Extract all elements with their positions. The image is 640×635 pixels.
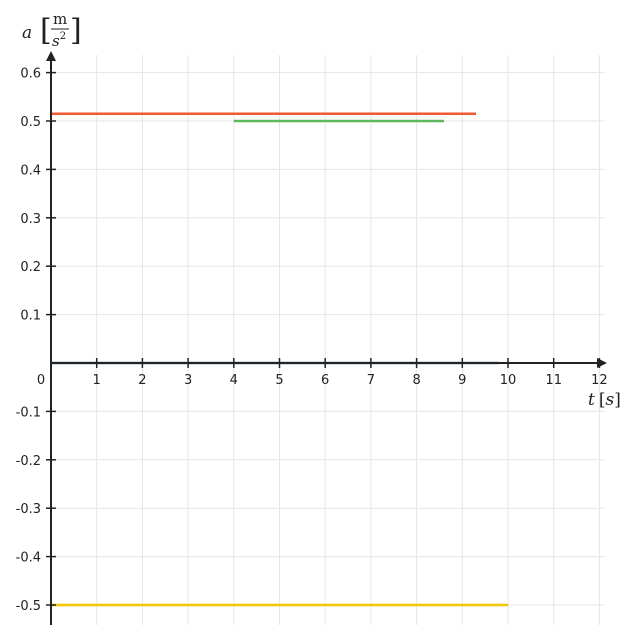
x-tick-label: 1 — [93, 373, 101, 388]
x-tick-label: 0 — [37, 373, 45, 388]
y-tick-label: -0.4 — [16, 551, 41, 566]
x-tick-label: 9 — [458, 373, 466, 388]
y-axis-unit: [ m s2 ] — [40, 10, 82, 50]
y-tick-label: -0.2 — [16, 454, 41, 469]
axes — [46, 51, 607, 625]
y-tick-label: 0.2 — [20, 260, 41, 275]
x-tick-label: 10 — [500, 373, 517, 388]
x-tick-label: 2 — [138, 373, 146, 388]
y-unit-right-bracket: ] — [70, 13, 82, 48]
y-tick-label: -0.3 — [16, 502, 41, 517]
y-unit-left-bracket: [ — [40, 13, 52, 48]
y-unit-denominator: s2 — [52, 31, 66, 50]
y-tick-label: 0.4 — [20, 163, 41, 178]
y-axis-title: a — [22, 23, 32, 43]
y-tick-label: 0.6 — [20, 67, 41, 82]
x-tick-label: 4 — [230, 373, 238, 388]
x-tick-label: 6 — [321, 373, 329, 388]
y-axis-var: a — [22, 23, 32, 43]
y-tick-label: 0.5 — [20, 115, 41, 130]
x-tick-label: 3 — [184, 373, 192, 388]
tick-labels: 0 1 2 3 4 5 6 7 8 9 10 11 120.60.50.40.30.20.1-0.1-0… — [16, 67, 608, 614]
ticks — [46, 71, 601, 606]
x-tick-label: 7 — [367, 373, 375, 388]
x-tick-label: 12 — [591, 373, 608, 388]
y-unit-numerator: m — [53, 10, 67, 28]
grid — [51, 55, 605, 625]
y-tick-label: 0.3 — [20, 212, 41, 227]
x-axis-title: t [s] — [588, 390, 621, 410]
y-tick-label: -0.5 — [16, 599, 41, 614]
x-tick-label: 11 — [545, 373, 562, 388]
y-tick-label: 0.1 — [20, 309, 41, 324]
x-tick-label: 5 — [275, 373, 283, 388]
y-tick-label: -0.1 — [16, 405, 41, 420]
x-tick-label: 8 — [412, 373, 420, 388]
